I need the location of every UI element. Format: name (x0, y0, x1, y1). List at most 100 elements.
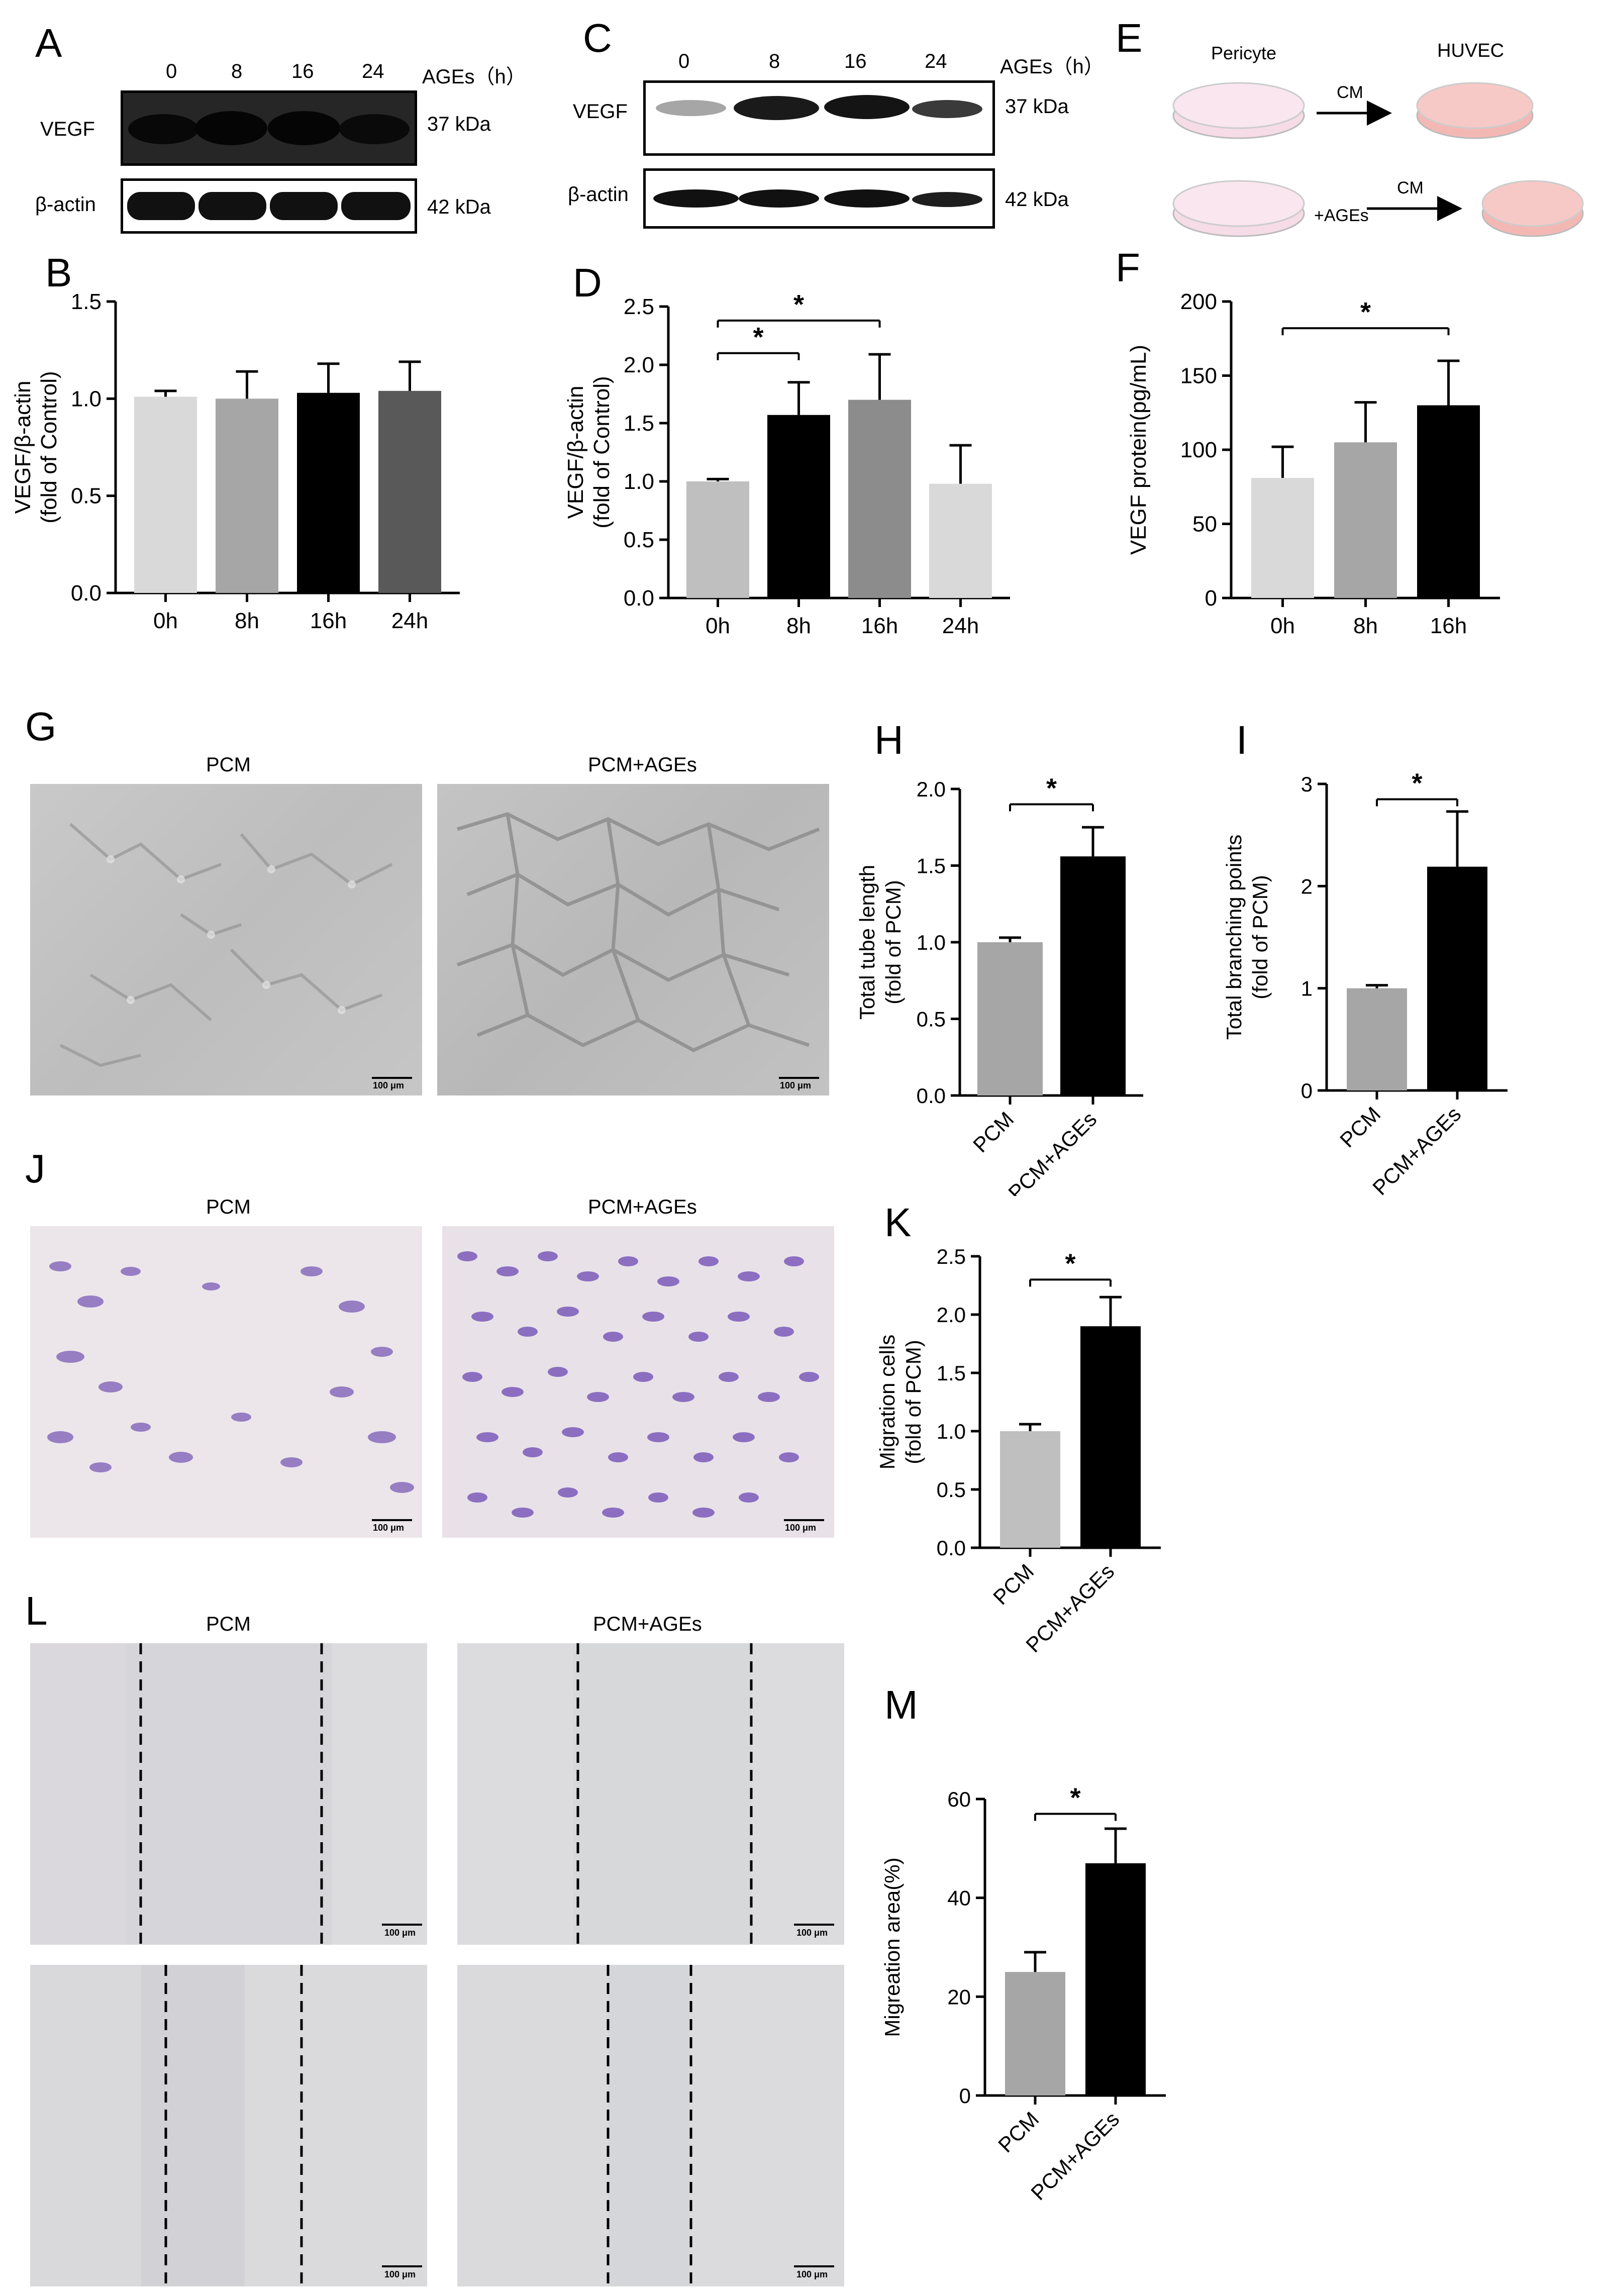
pericyte-dish (1172, 180, 1305, 237)
y-tick-label: 1.5 (917, 854, 946, 878)
panel-letter: B (45, 250, 72, 295)
chart-b: B 0.0 0.5 1.0 1.5 VEGF/β-actin (fold of Contro… (11, 250, 460, 633)
significance-star: * (793, 289, 804, 320)
x-tick-label: PCM (993, 2107, 1043, 2157)
y-axis-label: Total tube length (855, 865, 879, 1020)
y-tick-label: 0 (959, 2084, 971, 2108)
panel-j: J PCM PCM+AGEs 100 μm (20, 1146, 834, 1548)
schematic-drawing (1172, 82, 1584, 237)
significance-star: * (1070, 1783, 1080, 1813)
panel-l: L PCM PCM+AGEs 100 μm 100 μm 100 μm (20, 1588, 854, 2291)
chart-i: I 0 1 2 3 Total branching points (fold of PCM)… (1222, 718, 1508, 1200)
time-unit: AGEs（h） (422, 66, 526, 88)
condition-label: PCM+AGEs (588, 1196, 697, 1218)
x-tick-label: 8h (786, 614, 811, 638)
x-tick-label: 8h (1353, 614, 1378, 638)
y-tick-label: 0.5 (71, 484, 102, 509)
y-tick-label: 50 (1192, 512, 1217, 537)
arrow-label: CM (1337, 83, 1363, 102)
panel-letter: D (573, 260, 602, 305)
x-tick-label: 24h (942, 614, 979, 638)
y-axis-label: VEGF/β-actin (11, 381, 35, 514)
panel-e: E Pericyte HUVEC CM +AGEs CM (1116, 15, 1588, 246)
scale-bar-label: 100 μm (780, 1080, 812, 1090)
bar (1005, 1972, 1065, 2095)
time-label: 16 (844, 50, 867, 72)
protein-label: VEGF (573, 101, 628, 123)
panel-letter: M (884, 1682, 918, 1727)
condition-label: PCM+AGEs (588, 754, 697, 776)
y-tick-label: 0.0 (624, 586, 654, 611)
protein-label: β-actin (568, 183, 629, 206)
y-tick-label: 2.0 (624, 353, 654, 377)
micrograph-pcm: 100 μm (30, 784, 422, 1095)
significance-star: * (1412, 768, 1422, 798)
huvec-dish (1481, 180, 1584, 237)
panel-letter: J (25, 1146, 45, 1191)
panel-letter: K (884, 1200, 911, 1245)
y-tick-label: 3 (1301, 772, 1313, 796)
y-axis-label: Migration cells (875, 1335, 899, 1469)
kda-label: 37 kDa (427, 113, 491, 135)
bar (1080, 1326, 1141, 1548)
x-tick-label: PCM (1335, 1102, 1385, 1152)
wound-pcm-ages-0h: 100 μm (457, 1643, 844, 1945)
time-label: 0 (166, 60, 177, 82)
chart-k: K 0.0 0.5 1.0 1.5 2.0 2.5 Migration cells (fold … (875, 1200, 1161, 1657)
y-tick-label: 1.0 (937, 1420, 966, 1443)
wound-pcm-later: 100 μm (30, 1965, 427, 2286)
bar (216, 398, 278, 593)
time-label: 16 (291, 60, 314, 82)
y-axis-label-secondary: (fold of PCM) (881, 880, 905, 1004)
bar (1000, 1431, 1060, 1548)
y-tick-label: 0.5 (917, 1008, 946, 1031)
x-tick-label: 8h (235, 609, 259, 633)
time-unit: AGEs（h） (1000, 56, 1104, 78)
huvec-label: HUVEC (1437, 40, 1505, 61)
kda-label: 37 kDa (1005, 95, 1069, 118)
blot-vegf (643, 80, 995, 156)
blot-vegf (121, 90, 417, 166)
time-label: 24 (925, 50, 947, 72)
kda-label: 42 kDa (1005, 188, 1069, 211)
y-tick-label: 200 (1180, 289, 1217, 314)
y-tick-label: 1.0 (71, 386, 102, 411)
time-label: 24 (362, 60, 384, 82)
y-axis-label: Migreation area(%) (880, 1857, 904, 2037)
significance-star: * (1360, 297, 1371, 327)
y-tick-label: 0.5 (937, 1478, 966, 1502)
panel-c: C 0 8 16 24 AGEs（h） VEGF 37 kDa β-actin … (543, 15, 1104, 246)
y-tick-label: 1.5 (937, 1361, 966, 1385)
y-tick-label: 0.0 (71, 581, 102, 606)
chart-f: F 0 50 100 150 200 VEGF protein(pg/mL) 0h 8h 16h * (1116, 246, 1500, 638)
scale-bar-label: 100 μm (796, 1928, 828, 1938)
y-axis-label-secondary: (fold of Control) (37, 371, 61, 523)
y-tick-label: 40 (947, 1886, 971, 1910)
treatment-label: +AGEs (1314, 206, 1369, 225)
panel-g: G PCM PCM+AGEs 100 μm (20, 704, 829, 1106)
y-axis-label-secondary: (fold of PCM) (902, 1340, 925, 1464)
y-tick-label: 2.5 (937, 1245, 966, 1268)
y-tick-label: 20 (947, 1985, 971, 2009)
bar (1060, 856, 1126, 1095)
significance-star: * (753, 322, 763, 352)
condition-label: PCM (206, 1196, 251, 1218)
blot-actin (121, 178, 417, 234)
x-tick-label: 16h (1430, 614, 1467, 638)
y-tick-label: 2.5 (624, 294, 654, 319)
bar (977, 942, 1043, 1095)
x-tick-label: PCM (968, 1107, 1018, 1157)
y-tick-label: 1.5 (71, 289, 102, 314)
y-tick-label: 1.0 (624, 469, 654, 494)
bar (297, 392, 360, 593)
scale-bar-label: 100 μm (373, 1080, 405, 1090)
y-tick-label: 2.0 (937, 1303, 966, 1327)
y-tick-label: 1.0 (917, 931, 946, 954)
panel-letter: G (25, 704, 57, 749)
panel-letter: E (1116, 16, 1143, 60)
x-tick-label: PCM (988, 1559, 1038, 1609)
time-label: 8 (231, 60, 243, 82)
huvec-dish (1416, 82, 1534, 139)
x-tick-label: 0h (706, 614, 730, 638)
